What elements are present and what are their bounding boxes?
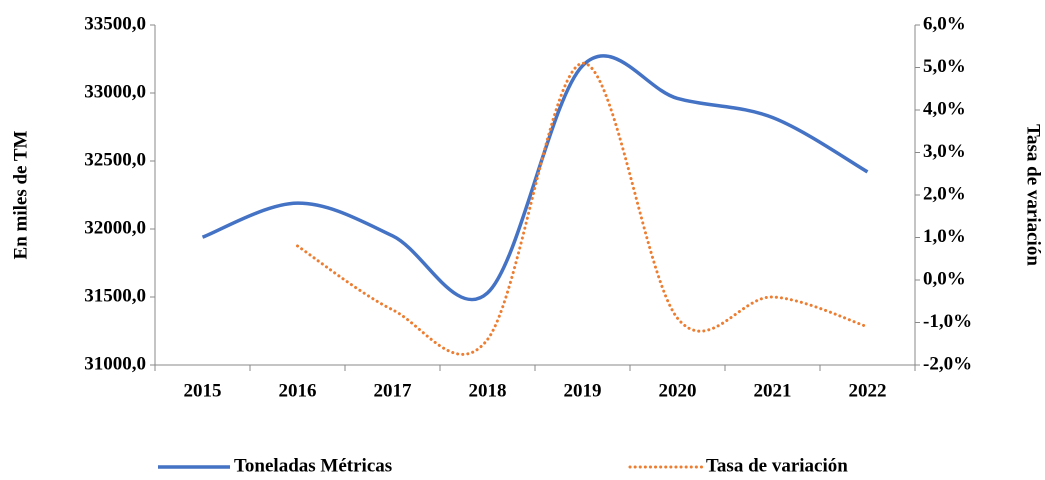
y2-tick-label: 3,0% — [923, 141, 966, 162]
x-tick-label: 2016 — [279, 380, 317, 401]
x-tick-label: 2017 — [374, 380, 413, 401]
x-tick-label: 2019 — [564, 380, 602, 401]
x-tick-label: 2018 — [469, 380, 507, 401]
series-line — [201, 54, 869, 302]
y2-tick-label: 2,0% — [923, 183, 966, 204]
y2-tick-label: 0,0% — [923, 268, 966, 289]
y-tick-label: 31000,0 — [84, 353, 146, 374]
y-tick-label: 33000,0 — [84, 81, 146, 102]
y-tick-label: 33500,0 — [84, 13, 146, 34]
y-tick-label: 31500,0 — [84, 285, 146, 306]
y-tick-label: 32500,0 — [84, 149, 146, 170]
y-axis-title: En miles de TM — [10, 130, 31, 259]
x-tick-label: 2020 — [659, 380, 697, 401]
series-line — [296, 61, 869, 356]
x-tick-label: 2022 — [849, 380, 887, 401]
y2-tick-label: 5,0% — [923, 56, 966, 77]
y2-tick-label: 6,0% — [923, 13, 966, 34]
y2-tick-label: -1,0% — [923, 311, 972, 332]
x-tick-label: 2015 — [184, 380, 222, 401]
y-tick-label: 32000,0 — [84, 217, 146, 238]
y2-tick-label: -2,0% — [923, 353, 972, 374]
y2-axis-title: Tasa de variación — [1023, 124, 1044, 266]
y2-tick-label: 1,0% — [923, 226, 966, 247]
legend-label: Tasa de variación — [706, 455, 848, 476]
y2-tick-label: 4,0% — [923, 98, 966, 119]
legend-label: Toneladas Métricas — [234, 455, 392, 476]
x-tick-label: 2021 — [754, 380, 792, 401]
